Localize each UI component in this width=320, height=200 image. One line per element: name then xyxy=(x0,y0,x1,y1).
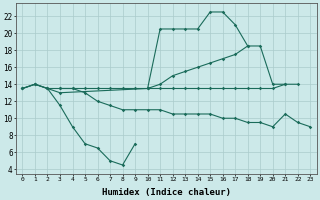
X-axis label: Humidex (Indice chaleur): Humidex (Indice chaleur) xyxy=(102,188,231,197)
